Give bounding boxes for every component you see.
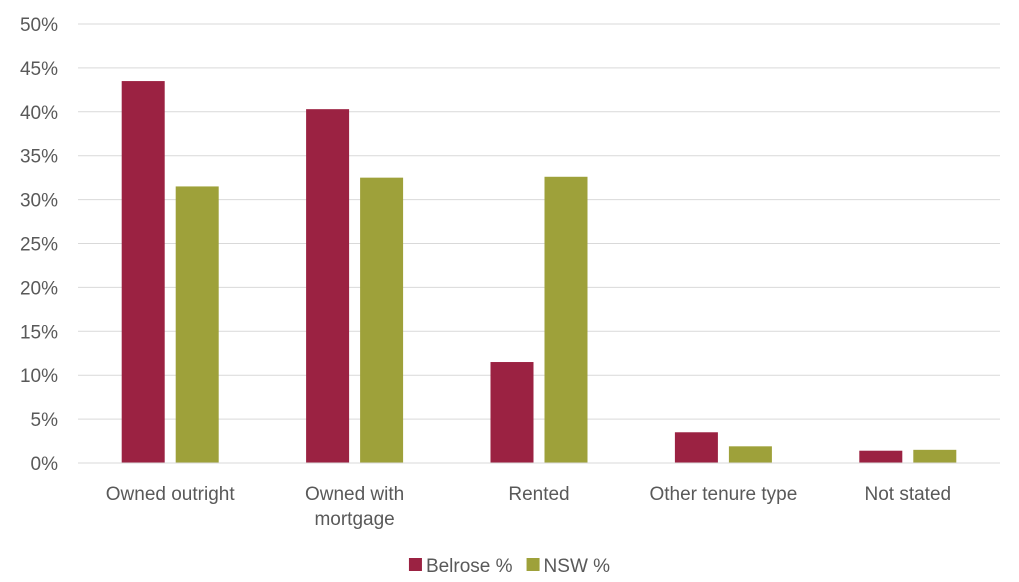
y-tick-label: 50% — [20, 15, 58, 36]
bar-nsw — [544, 176, 588, 463]
y-tick-label: 25% — [20, 235, 58, 256]
bar-belrose — [859, 450, 903, 463]
x-category-label-line: mortgage — [314, 509, 394, 530]
legend-swatch — [526, 558, 540, 571]
y-tick-label: 35% — [20, 147, 58, 168]
y-tick-label: 20% — [20, 278, 58, 299]
legend-item: Belrose % — [408, 556, 513, 577]
legend: Belrose % NSW % — [408, 556, 611, 577]
bar-nsw — [913, 449, 957, 463]
y-tick-label: 40% — [20, 103, 58, 124]
legend-label: NSW % — [544, 556, 611, 577]
bar-nsw — [360, 177, 404, 463]
gridlines — [78, 23, 1000, 420]
legend-swatch — [408, 558, 422, 571]
x-category-label: Rented — [508, 484, 569, 505]
bar-belrose — [306, 109, 350, 463]
bar-belrose — [490, 362, 534, 463]
x-category-label-line: Owned with — [305, 484, 404, 505]
legend-item: NSW % — [526, 556, 611, 577]
bars — [121, 81, 957, 463]
legend-label: Belrose % — [426, 556, 513, 577]
bar-belrose — [674, 432, 718, 463]
y-tick-label: 0% — [31, 454, 59, 475]
x-category-label: Owned outright — [106, 484, 236, 505]
x-category-label-line: Owned outright — [106, 484, 236, 505]
x-category-label-line: Rented — [508, 484, 569, 505]
y-tick-label: 45% — [20, 59, 58, 80]
y-tick-label: 10% — [20, 366, 58, 387]
y-tick-label: 5% — [31, 410, 59, 431]
x-category-label: Not stated — [864, 484, 951, 505]
x-category-label: Other tenure type — [649, 484, 797, 505]
x-axis-category-labels: Owned outright Owned with mortgage Rented Ot… — [106, 484, 951, 530]
y-tick-label: 15% — [20, 322, 58, 343]
x-category-label-line: Not stated — [864, 484, 951, 505]
y-axis-tick-labels: 0% 5% 10% 15% 20% 25% 30% 35% 40% 45% 50% — [20, 15, 58, 475]
bar-nsw — [728, 446, 772, 463]
x-category-label-line: Other tenure type — [649, 484, 797, 505]
y-tick-label: 30% — [20, 191, 58, 212]
x-category-label: Owned with mortgage — [305, 484, 404, 530]
bar-belrose — [121, 81, 165, 463]
bar-nsw — [175, 186, 219, 463]
